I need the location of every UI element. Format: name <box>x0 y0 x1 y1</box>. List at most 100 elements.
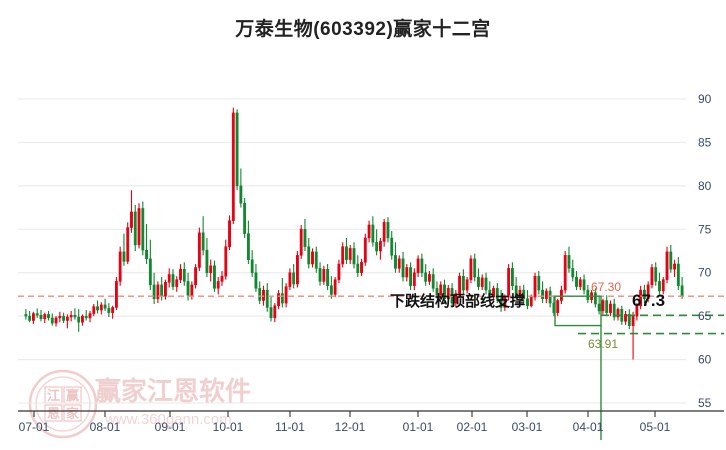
candle <box>454 290 458 308</box>
candle <box>118 246 122 286</box>
candle-body <box>311 251 314 265</box>
candle <box>182 262 186 286</box>
candle <box>213 260 216 292</box>
candle <box>235 109 239 191</box>
candle <box>318 262 322 286</box>
candle <box>111 305 115 319</box>
candle <box>103 298 107 311</box>
x-axis-tick-label: 02-01 <box>457 420 488 434</box>
candle <box>81 314 84 326</box>
candle-body <box>642 289 646 300</box>
candle <box>616 307 620 321</box>
candle <box>114 277 118 311</box>
candle <box>39 310 43 322</box>
candle-body <box>469 258 473 280</box>
candle <box>601 298 605 315</box>
candle <box>635 303 639 321</box>
candle-body <box>363 237 367 263</box>
candle <box>156 281 160 304</box>
x-axis-tick-label: 10-01 <box>213 420 244 434</box>
candle <box>465 277 469 294</box>
candle-body <box>88 313 92 319</box>
candle <box>405 264 409 282</box>
candle <box>371 216 375 247</box>
candle <box>65 314 69 329</box>
candle-body <box>390 237 394 256</box>
candle-body <box>526 298 529 306</box>
candle-body <box>420 258 424 273</box>
candle-body <box>81 315 84 323</box>
candle-body <box>118 251 122 282</box>
candle-body <box>43 314 47 319</box>
candle <box>216 277 220 295</box>
seal-outer-circle-icon <box>28 369 98 439</box>
candle-body <box>175 279 179 287</box>
support-value-label: 63.91 <box>588 337 618 351</box>
y-axis-labels: 90 85 80 75 70 65 60 55 <box>698 92 712 410</box>
seal-char-jia: 家 <box>66 406 80 422</box>
candle <box>526 290 529 310</box>
candle <box>47 310 50 321</box>
candle <box>356 255 360 278</box>
candle <box>92 303 96 317</box>
candle <box>141 201 145 256</box>
candle-body <box>461 275 465 291</box>
x-axis-tick-label: 01-01 <box>403 420 434 434</box>
candle-body <box>262 289 265 301</box>
x-axis-tick-label: 08-01 <box>90 420 121 434</box>
candle <box>77 309 81 332</box>
candle-body <box>284 286 288 304</box>
candle-body <box>107 308 111 313</box>
candle <box>537 270 541 295</box>
candle-body <box>367 224 371 239</box>
candle <box>624 310 627 325</box>
candle-body <box>386 222 390 239</box>
candle <box>541 281 544 304</box>
candle-body <box>518 289 522 296</box>
candle-body <box>646 284 650 300</box>
candle <box>507 264 511 301</box>
candle <box>277 290 280 310</box>
x-axis-tick-label: 11-01 <box>275 420 305 434</box>
candle <box>605 295 609 317</box>
candle-body <box>231 112 235 221</box>
candle <box>329 276 333 299</box>
candle-body <box>661 279 665 292</box>
candle-body <box>318 268 322 282</box>
candle-body <box>352 248 356 265</box>
candle <box>220 270 224 286</box>
candle <box>126 222 130 265</box>
candle-body <box>375 242 379 252</box>
candle-body <box>133 211 137 246</box>
candle-body <box>258 288 262 301</box>
candle-body <box>28 315 32 321</box>
candle-body <box>473 258 477 278</box>
candle-body <box>322 268 326 282</box>
candle <box>650 264 654 289</box>
x-axis-tick-label: 12-01 <box>335 420 366 434</box>
candle <box>627 309 631 330</box>
candle-body <box>103 304 107 309</box>
candle-body <box>314 251 318 269</box>
candle-body <box>239 185 243 204</box>
candle <box>597 295 601 315</box>
y-axis-tick-label: 55 <box>698 396 712 410</box>
candle-body <box>329 285 333 295</box>
structure-box <box>554 295 602 327</box>
candle-body <box>39 315 43 319</box>
candle <box>492 285 495 301</box>
candle <box>375 229 379 256</box>
candle-body <box>443 284 446 300</box>
candle-body <box>126 227 130 262</box>
candle-body <box>616 308 620 318</box>
candle-body <box>77 316 81 323</box>
candle-body <box>499 298 503 308</box>
candle <box>50 313 54 326</box>
candle <box>654 262 658 286</box>
candle-body <box>148 258 152 286</box>
candle-body <box>507 268 511 298</box>
candle-body <box>216 281 220 289</box>
candle-body <box>627 314 631 326</box>
candle <box>510 262 514 291</box>
